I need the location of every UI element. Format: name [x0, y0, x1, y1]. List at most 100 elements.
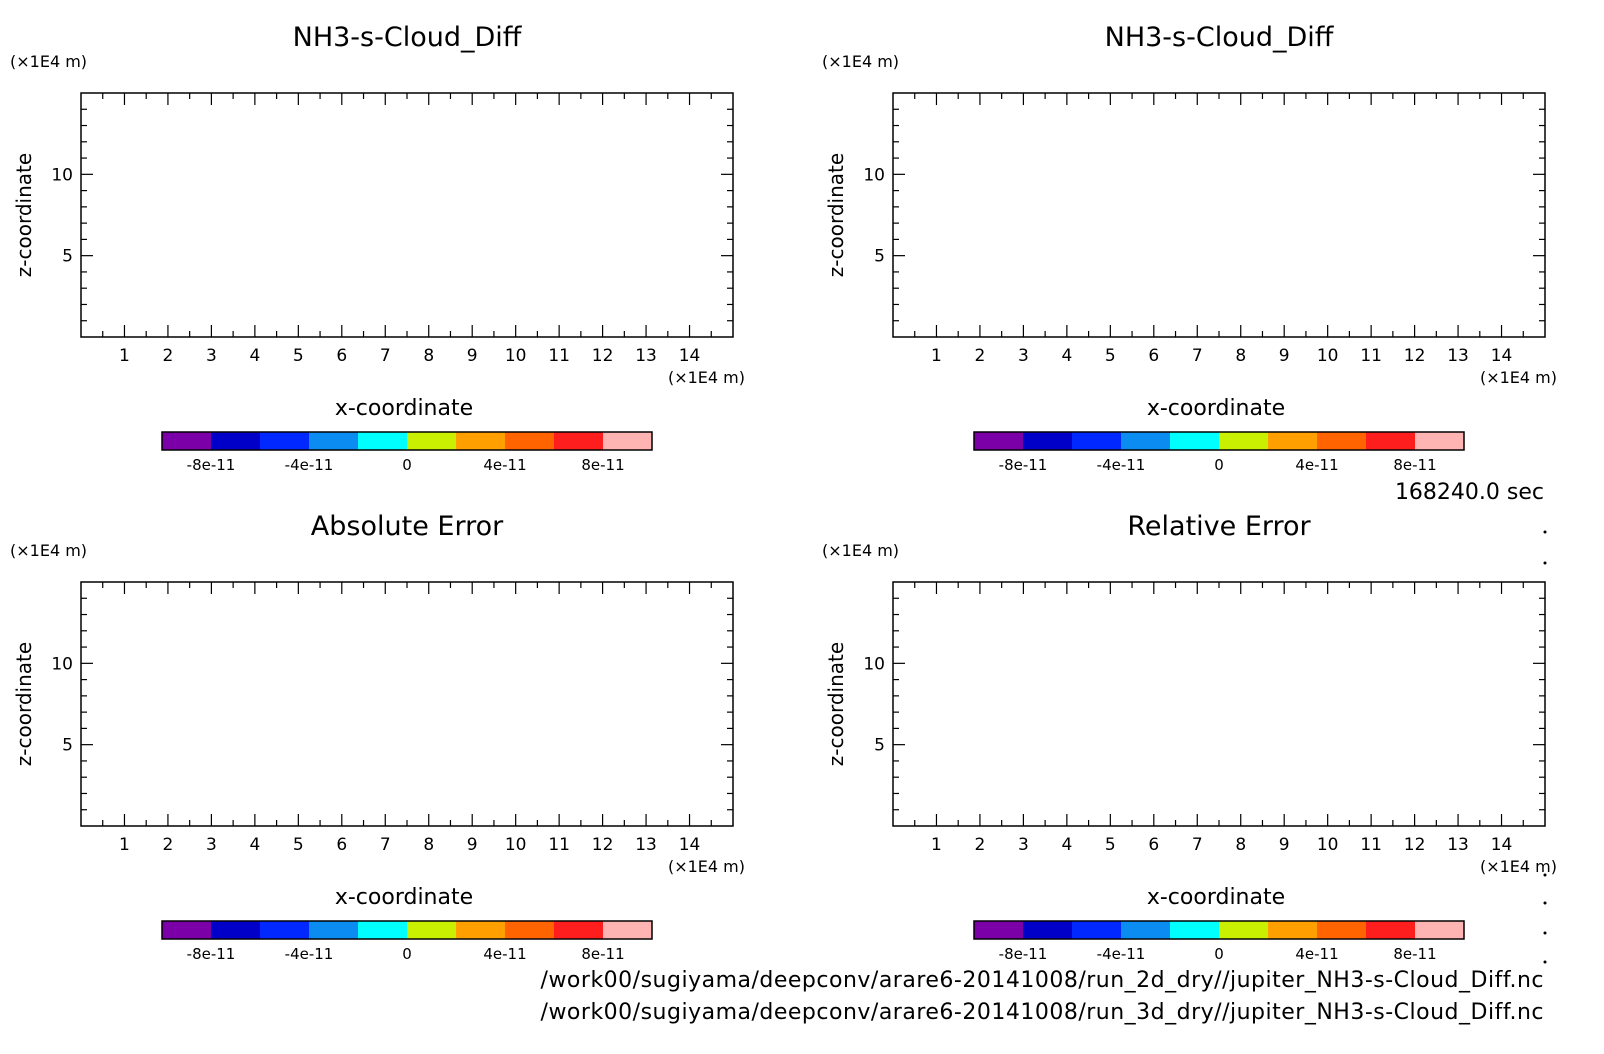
x-tick-label: 2: [975, 346, 986, 366]
colorbar-frame: [973, 920, 1465, 940]
x-tick-label: 9: [1279, 346, 1290, 366]
colorbar-cell: [456, 921, 506, 939]
x-tick-label: 2: [163, 346, 174, 366]
x-tick-label: 1: [931, 835, 942, 855]
x-tick-label: 10: [1317, 835, 1339, 855]
colorbar-cell: [1219, 432, 1269, 450]
y-axis-label: z-coordinate: [824, 153, 848, 277]
chart-panel-2: NH3-s-Cloud_Diff(×1E4 m)1 2 3 4 5 6 7 8 9 10 11 12 1…: [822, 22, 1557, 474]
x-axis-label: x-coordinate: [1147, 396, 1285, 421]
x-tick-label: 5: [293, 346, 304, 366]
x-tick-label: 1: [119, 835, 130, 855]
file-path-1: /work00/sugiyama/deepconv/arare6-2014100…: [540, 968, 1544, 993]
y-tick-label: 5: [874, 736, 885, 756]
colorbar: -8e-11 -4e-11 0 4e-11 8e-11: [973, 431, 1465, 474]
colorbar-cell: [1023, 921, 1073, 939]
y-axis-unit: (×1E4 m): [10, 52, 87, 71]
colorbar-label: 8e-11: [1393, 945, 1436, 963]
x-tick-label: 6: [1148, 835, 1159, 855]
time-label: 168240.0 sec: [1394, 480, 1544, 505]
x-tick-label: 3: [1018, 835, 1029, 855]
x-tick-label: 10: [1317, 346, 1339, 366]
x-tick-label: 2: [163, 835, 174, 855]
x-tick-label: 8: [423, 346, 434, 366]
colorbar-cell: [1072, 432, 1122, 450]
colorbar-label: 0: [402, 945, 412, 963]
colorbar-cell: [1317, 432, 1367, 450]
edge-dot: [1543, 960, 1547, 964]
x-tick-label: 4: [249, 835, 260, 855]
x-tick-label: 4: [1061, 835, 1072, 855]
colorbar-cell: [1415, 921, 1465, 939]
x-tick-label: 13: [1447, 346, 1469, 366]
colorbar-frame: [161, 431, 653, 451]
x-axis-label: x-coordinate: [335, 885, 473, 910]
x-tick-label: 14: [679, 835, 701, 855]
x-tick-label: 11: [548, 835, 570, 855]
colorbar-cell: [407, 921, 457, 939]
x-tick-label: 11: [1360, 346, 1382, 366]
colorbar-label: 4e-11: [483, 945, 526, 963]
chart-title: Absolute Error: [311, 511, 504, 542]
y-tick-label: 10: [863, 165, 885, 185]
edge-dot: [1543, 530, 1547, 534]
colorbar-cell: [162, 921, 212, 939]
colorbar-cell: [1366, 921, 1416, 939]
colorbar-cell: [162, 432, 212, 450]
x-tick-label: 13: [635, 346, 657, 366]
x-axis-unit: (×1E4 m): [1480, 857, 1557, 876]
x-tick-label: 11: [1360, 835, 1382, 855]
colorbar-cell: [260, 921, 310, 939]
x-tick-label: 6: [336, 346, 347, 366]
colorbar-label: 4e-11: [1295, 945, 1338, 963]
colorbar-label: -4e-11: [285, 945, 334, 963]
colorbar-label: -4e-11: [1097, 456, 1146, 474]
plot-area: [892, 581, 1546, 827]
colorbar-cell: [358, 921, 408, 939]
colorbar-cell: [554, 432, 604, 450]
x-tick-label: 9: [467, 346, 478, 366]
x-tick-label: 4: [249, 346, 260, 366]
x-tick-label: 6: [336, 835, 347, 855]
x-tick-label: 6: [1148, 346, 1159, 366]
x-axis-label: x-coordinate: [335, 396, 473, 421]
x-tick-label: 7: [380, 835, 391, 855]
chart-title: Relative Error: [1127, 511, 1311, 542]
colorbar-cell: [554, 921, 604, 939]
chart-panel-3: Absolute Error(×1E4 m)1 2 3 4 5 6 7 8 9 10 11 12 13 1…: [10, 511, 745, 963]
x-tick-label: 2: [975, 835, 986, 855]
colorbar-cell: [309, 432, 359, 450]
x-tick-label: 14: [1491, 346, 1513, 366]
edge-dot: [1543, 931, 1547, 935]
x-axis-unit: (×1E4 m): [668, 368, 745, 387]
y-axis-unit: (×1E4 m): [10, 541, 87, 560]
colorbar-cell: [260, 432, 310, 450]
plot-area: [80, 92, 734, 338]
x-tick-label: 7: [380, 346, 391, 366]
y-axis-label: z-coordinate: [824, 642, 848, 766]
file-path-2: /work00/sugiyama/deepconv/arare6-2014100…: [540, 1000, 1544, 1025]
x-tick-label: 12: [1404, 835, 1426, 855]
colorbar-cell: [1415, 432, 1465, 450]
x-tick-label: 5: [293, 835, 304, 855]
colorbar-frame: [161, 920, 653, 940]
x-tick-label: 8: [1235, 346, 1246, 366]
colorbar-cell: [974, 432, 1024, 450]
plot-area: [892, 92, 1546, 338]
plot-area: [80, 581, 734, 827]
colorbar-cell: [456, 432, 506, 450]
x-tick-label: 8: [423, 835, 434, 855]
x-tick-label: 12: [592, 835, 614, 855]
x-tick-label: 4: [1061, 346, 1072, 366]
y-tick-label: 10: [51, 165, 73, 185]
colorbar-label: -8e-11: [187, 456, 236, 474]
colorbar-label: 4e-11: [483, 456, 526, 474]
colorbar-cell: [974, 921, 1024, 939]
x-tick-label: 1: [931, 346, 942, 366]
colorbar-cell: [211, 921, 261, 939]
x-tick-label: 3: [206, 346, 217, 366]
y-tick-label: 5: [874, 247, 885, 267]
colorbar-label: 4e-11: [1295, 456, 1338, 474]
colorbar-cell: [1170, 921, 1220, 939]
x-tick-label: 12: [1404, 346, 1426, 366]
